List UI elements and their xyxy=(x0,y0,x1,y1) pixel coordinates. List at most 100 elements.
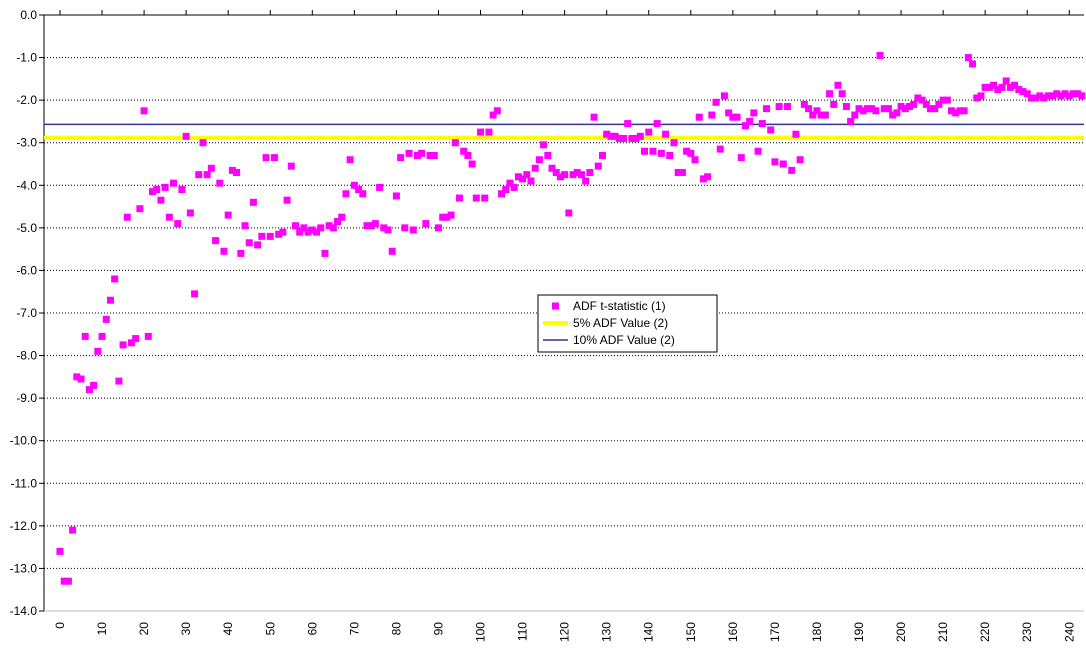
point xyxy=(964,54,972,62)
point xyxy=(102,315,110,323)
point xyxy=(401,224,409,232)
point xyxy=(123,213,131,221)
point xyxy=(409,226,417,234)
point xyxy=(342,190,350,198)
point xyxy=(754,147,762,155)
point xyxy=(998,83,1006,91)
x-tick-label: 100 xyxy=(474,622,488,642)
point xyxy=(270,154,278,162)
point xyxy=(1019,88,1027,96)
point xyxy=(321,249,329,257)
point xyxy=(174,220,182,228)
point xyxy=(161,183,169,191)
point xyxy=(291,222,299,230)
point xyxy=(1078,92,1086,100)
y-tick-label: -10.0 xyxy=(10,434,38,448)
point xyxy=(94,347,102,355)
x-tick-label: 220 xyxy=(978,622,992,642)
point xyxy=(157,196,165,204)
point xyxy=(127,339,135,347)
point xyxy=(779,160,787,168)
point xyxy=(224,211,232,219)
point xyxy=(485,128,493,136)
point xyxy=(952,109,960,117)
point xyxy=(422,220,430,228)
point xyxy=(897,103,905,111)
point xyxy=(666,151,674,159)
point xyxy=(969,60,977,68)
point xyxy=(300,224,308,232)
point xyxy=(607,132,615,140)
point xyxy=(699,175,707,183)
point xyxy=(548,164,556,172)
x-tick-label: 10 xyxy=(95,622,109,636)
point xyxy=(443,213,451,221)
point xyxy=(594,162,602,170)
x-tick-label: 30 xyxy=(179,622,193,636)
point xyxy=(376,183,384,191)
point xyxy=(758,120,766,128)
point xyxy=(418,149,426,157)
point xyxy=(809,111,817,119)
point xyxy=(893,109,901,117)
x-tick-label: 130 xyxy=(600,622,614,642)
y-tick-label: -1.0 xyxy=(16,51,37,65)
point xyxy=(140,107,148,115)
point xyxy=(481,194,489,202)
point xyxy=(249,198,257,206)
x-tick-label: 40 xyxy=(221,622,235,636)
point xyxy=(455,194,463,202)
point xyxy=(56,547,64,555)
point xyxy=(931,105,939,113)
point xyxy=(287,162,295,170)
point xyxy=(565,209,573,217)
point xyxy=(367,222,375,230)
point xyxy=(573,169,581,177)
point xyxy=(413,151,421,159)
point xyxy=(355,186,363,194)
point xyxy=(800,100,808,108)
point xyxy=(834,81,842,89)
point xyxy=(582,177,590,185)
point xyxy=(876,51,884,59)
point xyxy=(115,377,123,385)
y-tick-label: -14.0 xyxy=(10,604,38,618)
point xyxy=(451,139,459,147)
point xyxy=(1074,90,1082,98)
point xyxy=(767,126,775,134)
point xyxy=(460,147,468,155)
point xyxy=(338,213,346,221)
point xyxy=(514,173,522,181)
point xyxy=(590,113,598,121)
point xyxy=(985,83,993,91)
point xyxy=(737,154,745,162)
point xyxy=(106,296,114,304)
point xyxy=(901,105,909,113)
point xyxy=(1057,92,1065,100)
point xyxy=(434,224,442,232)
point xyxy=(228,166,236,174)
y-tick-label: -5.0 xyxy=(16,221,37,235)
point xyxy=(910,100,918,108)
x-tick-label: 170 xyxy=(768,622,782,642)
point xyxy=(544,151,552,159)
x-tick-label: 240 xyxy=(1062,622,1076,642)
y-tick-label: -2.0 xyxy=(16,93,37,107)
point xyxy=(720,92,728,100)
point xyxy=(1023,90,1031,98)
point xyxy=(397,154,405,162)
point xyxy=(85,386,93,394)
point xyxy=(296,228,304,236)
y-tick-label: -9.0 xyxy=(16,391,37,405)
point xyxy=(678,169,686,177)
point xyxy=(683,147,691,155)
point xyxy=(918,96,926,104)
x-tick-label: 190 xyxy=(852,622,866,642)
point xyxy=(254,241,262,249)
y-tick-label: -3.0 xyxy=(16,136,37,150)
point xyxy=(262,154,270,162)
point xyxy=(405,149,413,157)
point xyxy=(1061,90,1069,98)
point xyxy=(645,128,653,136)
point xyxy=(598,151,606,159)
